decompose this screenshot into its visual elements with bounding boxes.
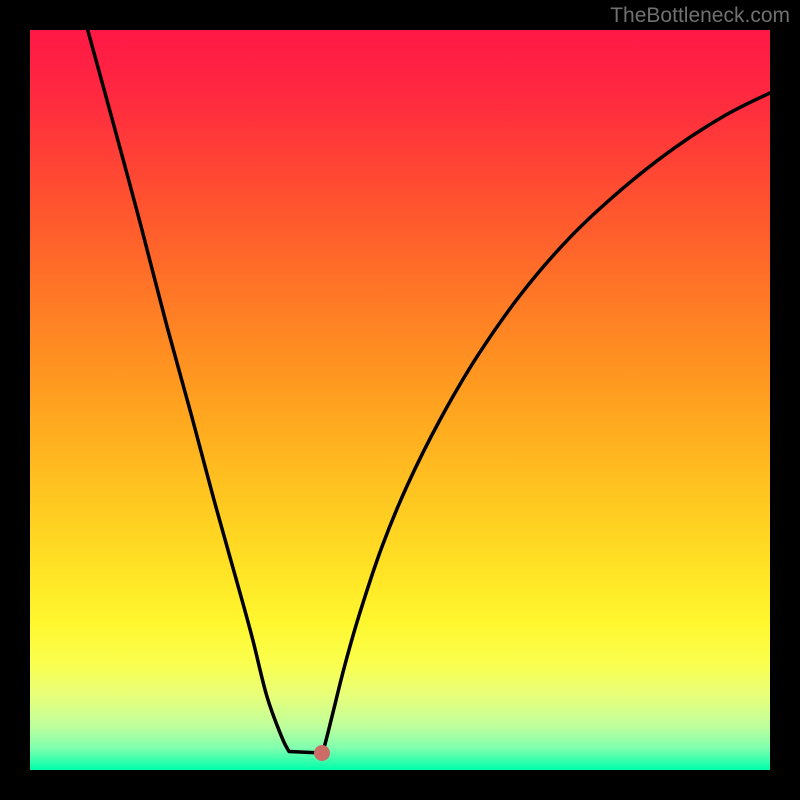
watermark-text: TheBottleneck.com xyxy=(610,4,790,28)
bottleneck-curve xyxy=(30,30,770,770)
optimal-point-marker xyxy=(314,745,330,761)
plot-area xyxy=(30,30,770,770)
